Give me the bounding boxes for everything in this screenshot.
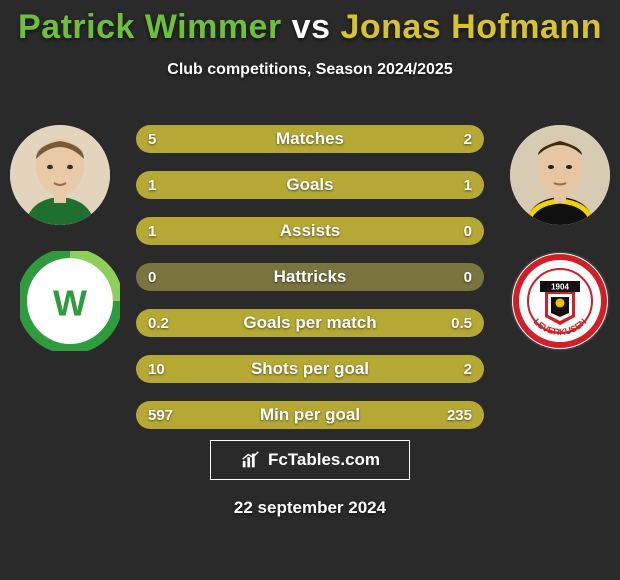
bar-label: Min per goal (136, 401, 484, 429)
svg-text:W: W (53, 283, 87, 324)
stat-bar: 52Matches (136, 125, 484, 153)
stat-bar: 10Assists (136, 217, 484, 245)
stat-bar: 0.20.5Goals per match (136, 309, 484, 337)
chart-icon (240, 449, 262, 471)
player1-club-crest: W (20, 251, 120, 351)
comparison-title: Patrick Wimmer vs Jonas Hofmann (0, 0, 620, 47)
bar-label: Goals (136, 171, 484, 199)
bar-label: Matches (136, 125, 484, 153)
stat-bar: 00Hattricks (136, 263, 484, 291)
player2-avatar (510, 125, 610, 225)
stat-bar: 102Shots per goal (136, 355, 484, 383)
stat-bars: 52Matches 11Goals 10Assists 00Hattricks 0.20… (136, 125, 484, 447)
bar-label: Shots per goal (136, 355, 484, 383)
player1-avatar (10, 125, 110, 225)
bar-label: Goals per match (136, 309, 484, 337)
vs-separator: vs (292, 8, 331, 46)
subtitle: Club competitions, Season 2024/2025 (0, 61, 620, 79)
player2-name: Jonas Hofmann (340, 8, 602, 46)
footer-date: 22 september 2024 (0, 498, 620, 518)
brand-box: FcTables.com (210, 440, 410, 480)
stat-bar: 11Goals (136, 171, 484, 199)
bar-label: Assists (136, 217, 484, 245)
svg-text:1904: 1904 (551, 283, 569, 292)
player1-name: Patrick Wimmer (18, 8, 282, 46)
player2-club-crest: 1904 LEVERKUSEN (510, 251, 610, 351)
brand-text: FcTables.com (268, 450, 380, 470)
stat-bar: 597235Min per goal (136, 401, 484, 429)
bar-label: Hattricks (136, 263, 484, 291)
